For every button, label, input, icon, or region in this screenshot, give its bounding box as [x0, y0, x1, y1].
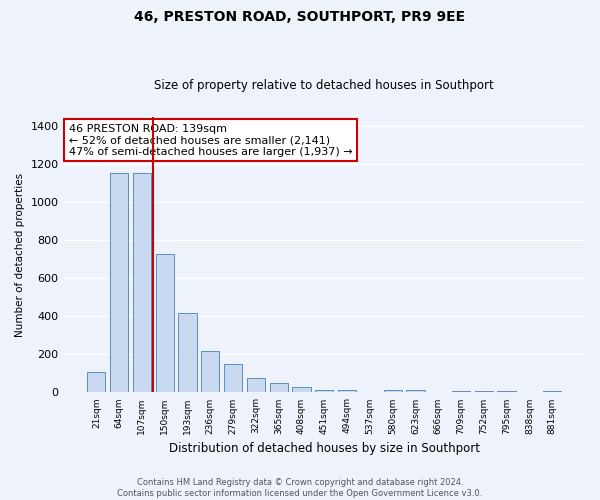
Bar	[110, 173, 128, 392]
Text: 46, PRESTON ROAD, SOUTHPORT, PR9 9EE: 46, PRESTON ROAD, SOUTHPORT, PR9 9EE	[134, 10, 466, 24]
Bar	[383, 390, 402, 392]
Bar	[224, 364, 242, 392]
Bar	[475, 390, 493, 392]
Title: Size of property relative to detached houses in Southport: Size of property relative to detached ho…	[154, 79, 494, 92]
Text: Contains HM Land Registry data © Crown copyright and database right 2024.
Contai: Contains HM Land Registry data © Crown c…	[118, 478, 482, 498]
Bar	[406, 390, 425, 392]
Bar	[338, 390, 356, 392]
Bar	[155, 254, 174, 392]
Text: 46 PRESTON ROAD: 139sqm
← 52% of detached houses are smaller (2,141)
47% of semi: 46 PRESTON ROAD: 139sqm ← 52% of detache…	[69, 124, 352, 157]
Bar	[315, 390, 334, 392]
Bar	[497, 390, 516, 392]
Bar	[201, 350, 220, 393]
Bar	[269, 383, 288, 392]
Bar	[292, 386, 311, 392]
Bar	[452, 390, 470, 392]
Bar	[87, 372, 106, 392]
Bar	[178, 312, 197, 392]
Bar	[133, 173, 151, 392]
Bar	[247, 378, 265, 392]
X-axis label: Distribution of detached houses by size in Southport: Distribution of detached houses by size …	[169, 442, 480, 455]
Y-axis label: Number of detached properties: Number of detached properties	[15, 172, 25, 336]
Bar	[543, 390, 561, 392]
